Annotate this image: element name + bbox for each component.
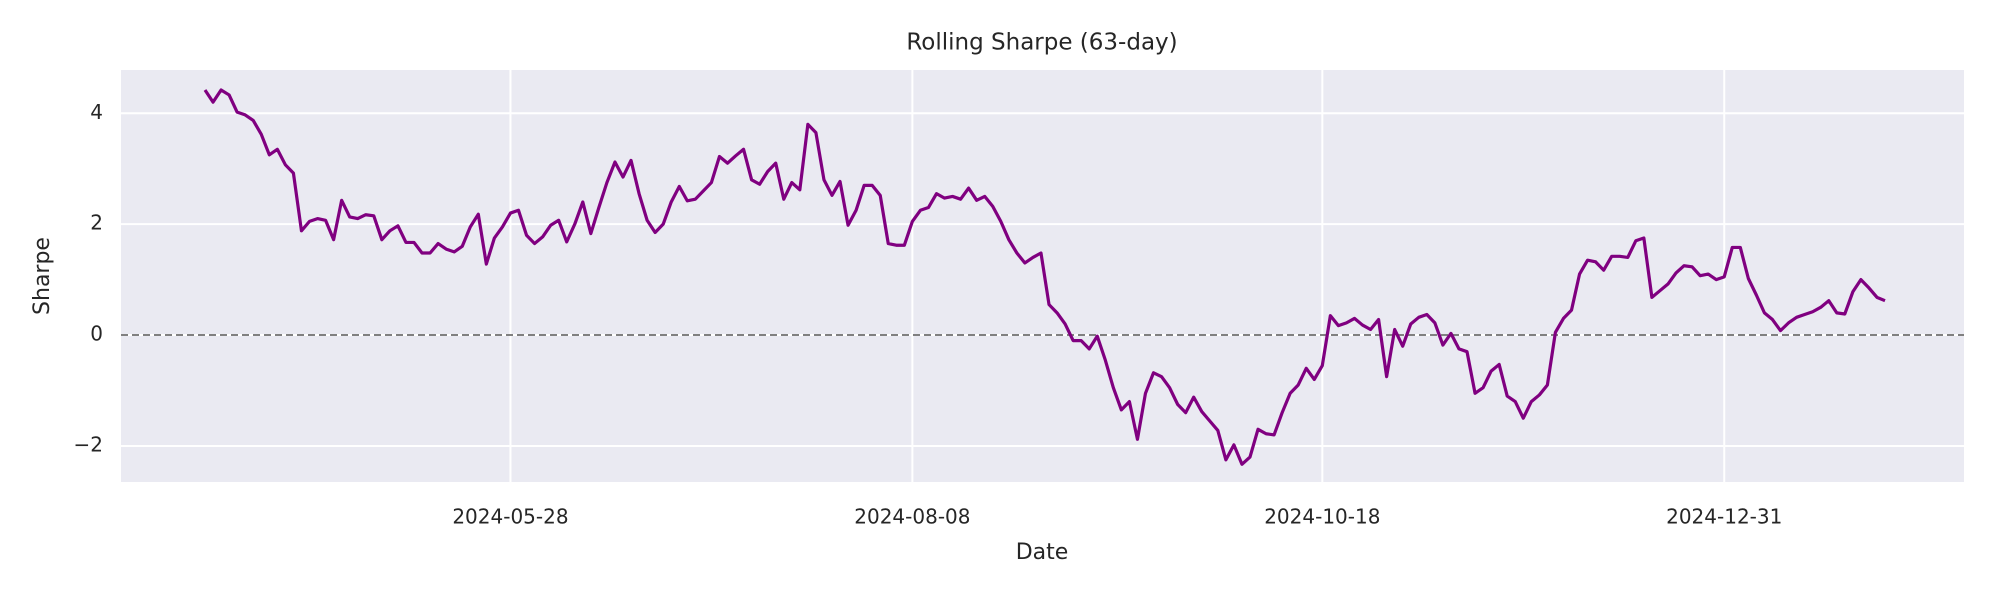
x-tick-label: 2024-08-08	[854, 505, 970, 529]
y-tick-label: 4	[90, 100, 103, 124]
y-axis-label: Sharpe	[30, 237, 55, 315]
y-tick-label: 0	[90, 322, 103, 346]
x-tick-label: 2024-10-18	[1264, 505, 1380, 529]
x-axis-label: Date	[1016, 540, 1069, 565]
plot-area	[121, 70, 1964, 482]
y-tick-label: −2	[74, 432, 103, 456]
series-line	[203, 88, 1886, 466]
x-tick-label: 2024-12-31	[1666, 505, 1782, 529]
y-tick-label: 2	[90, 211, 103, 235]
x-tick-label: 2024-05-28	[452, 505, 568, 529]
chart-title: Rolling Sharpe (63-day)	[906, 30, 1177, 56]
